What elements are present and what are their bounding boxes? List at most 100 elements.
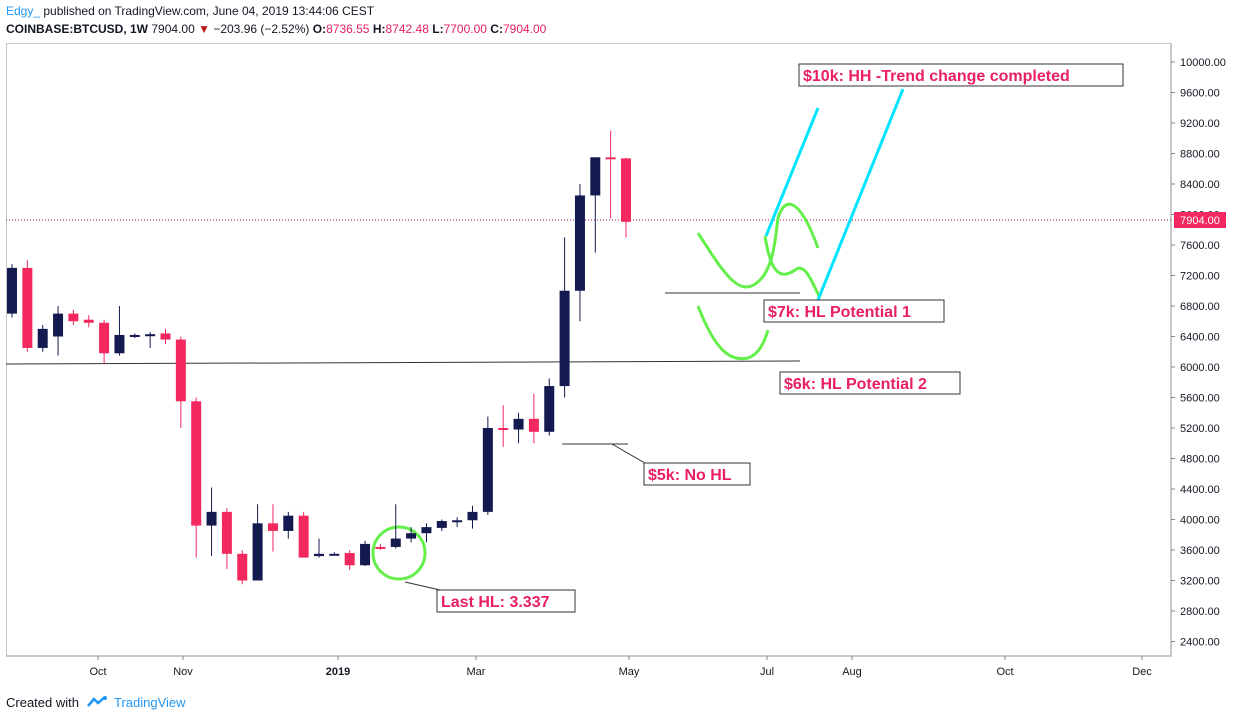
candle-body bbox=[406, 533, 417, 539]
high-label: H: bbox=[372, 22, 386, 36]
annotation-10k: $10k: HH -Trend change completed bbox=[803, 68, 1070, 85]
time-axis-border bbox=[6, 656, 1172, 657]
candle-body bbox=[267, 523, 278, 531]
current-price-text: 7904.00 bbox=[1180, 215, 1220, 227]
candle-body bbox=[421, 527, 432, 534]
annotation-box-last-hl bbox=[436, 589, 576, 613]
x-tick-label: 2019 bbox=[326, 666, 350, 678]
footer: Created with TradingView bbox=[6, 695, 186, 711]
candle-body bbox=[344, 553, 355, 566]
y-tick-label: 2800.00 bbox=[1180, 606, 1220, 618]
drawings-layer bbox=[5, 88, 1171, 591]
cyan-trend-line-1 bbox=[764, 107, 820, 237]
candle-body bbox=[99, 322, 110, 354]
candle-body bbox=[191, 401, 202, 526]
candle-body bbox=[314, 553, 324, 557]
candle-body bbox=[221, 511, 232, 554]
x-tick-label: Nov bbox=[173, 666, 193, 678]
candle-body bbox=[53, 313, 64, 337]
created-with-text: Created with bbox=[6, 695, 79, 710]
candle-body bbox=[452, 520, 463, 523]
last-price: 7904.00 bbox=[151, 22, 195, 36]
tradingview-brand-link[interactable]: TradingView bbox=[114, 695, 186, 710]
candle-body bbox=[252, 523, 263, 581]
symbol-label: COINBASE:BTCUSD, 1W bbox=[6, 22, 149, 36]
candle-body bbox=[482, 428, 493, 512]
y-tick-label: 7600.00 bbox=[1180, 240, 1220, 252]
y-tick-label: 9200.00 bbox=[1180, 118, 1220, 130]
publish-info: Edgy_ published on TradingView.com, June… bbox=[6, 4, 374, 18]
y-tick-label: 3200.00 bbox=[1180, 576, 1220, 588]
candle-body bbox=[436, 521, 447, 528]
annotation-box-10k bbox=[798, 63, 1124, 87]
down-arrow-icon: ▼ bbox=[198, 22, 210, 36]
candle-body bbox=[160, 333, 171, 340]
close-label: C: bbox=[490, 22, 503, 36]
candle-body bbox=[22, 267, 33, 348]
candle-body bbox=[68, 313, 79, 322]
annotation-box-5k bbox=[643, 462, 751, 486]
candle-body bbox=[298, 515, 309, 558]
low-value: 7700.00 bbox=[443, 22, 487, 36]
y-tick-label: 4000.00 bbox=[1180, 515, 1220, 527]
open-value: 8736.55 bbox=[326, 22, 370, 36]
candle-body bbox=[329, 553, 340, 556]
x-tick-label: Aug bbox=[842, 666, 862, 678]
candle-body bbox=[129, 334, 140, 337]
candle-body bbox=[175, 339, 186, 402]
high-value: 8742.48 bbox=[385, 22, 429, 36]
price-axis-border bbox=[1171, 43, 1172, 656]
open-label: O: bbox=[312, 22, 327, 36]
current-price-box bbox=[1174, 212, 1226, 228]
candle-body bbox=[206, 511, 217, 526]
green-path-mid bbox=[763, 235, 822, 299]
price-axis[interactable]: 10000.009600.009200.008800.008400.008000… bbox=[1171, 57, 1226, 649]
candles-layer bbox=[7, 130, 631, 585]
annotation-last-hl: Last HL: 3.337 bbox=[441, 594, 550, 611]
y-tick-label: 6800.00 bbox=[1180, 301, 1220, 313]
time-axis[interactable]: Oct Nov 2019 Mar May Jul Aug Oct Dec bbox=[89, 656, 1152, 678]
y-tick-label: 10000.00 bbox=[1180, 57, 1226, 69]
y-tick-label: 5600.00 bbox=[1180, 393, 1220, 405]
y-tick-label: 4800.00 bbox=[1180, 454, 1220, 466]
candle-body bbox=[605, 157, 616, 160]
candle-body bbox=[145, 334, 156, 337]
candle-body bbox=[513, 418, 524, 430]
y-tick-label: 9600.00 bbox=[1180, 88, 1220, 100]
candle-body bbox=[559, 290, 570, 387]
price-change: −203.96 (−2.52%) bbox=[213, 22, 310, 36]
tradingview-logo-icon[interactable] bbox=[86, 696, 109, 711]
author-link[interactable]: Edgy_ bbox=[6, 4, 41, 18]
support-line-6k bbox=[5, 360, 801, 365]
y-tick-label: 5200.00 bbox=[1180, 423, 1220, 435]
pointer-line-5k bbox=[611, 443, 651, 467]
candle-body bbox=[528, 418, 539, 432]
y-tick-label: 2400.00 bbox=[1180, 637, 1220, 649]
y-tick-label: 8400.00 bbox=[1180, 179, 1220, 191]
last-hl-circle bbox=[371, 525, 427, 581]
low-label: L: bbox=[432, 22, 444, 36]
candle-body bbox=[375, 546, 386, 549]
candle-body bbox=[114, 334, 125, 354]
pointer-line-last-hl bbox=[404, 581, 441, 591]
y-tick-label: 6000.00 bbox=[1180, 362, 1220, 374]
candle-body bbox=[283, 515, 294, 531]
candle-body bbox=[237, 553, 248, 581]
candle-body bbox=[621, 158, 631, 222]
y-tick-label: 4400.00 bbox=[1180, 484, 1220, 496]
y-tick-label: 3600.00 bbox=[1180, 545, 1220, 557]
annotation-box-6k bbox=[779, 371, 961, 395]
candle-body bbox=[390, 538, 401, 547]
ohlc-legend: COINBASE:BTCUSD, 1W 7904.00 ▼ −203.96 (−… bbox=[6, 22, 546, 36]
annotation-box-7k bbox=[763, 299, 945, 323]
close-value: 7904.00 bbox=[502, 22, 547, 36]
candle-body bbox=[83, 319, 94, 323]
candle-body bbox=[7, 267, 17, 314]
published-text: published on TradingView.com, June 04, 2… bbox=[43, 4, 375, 18]
candle-body bbox=[360, 543, 371, 566]
current-price-tag: 7904.00 bbox=[1174, 212, 1226, 228]
annotation-6k: $6k: HL Potential 2 bbox=[784, 376, 927, 393]
plot-area[interactable] bbox=[6, 43, 1171, 656]
y-tick-label: 7200.00 bbox=[1180, 271, 1220, 283]
